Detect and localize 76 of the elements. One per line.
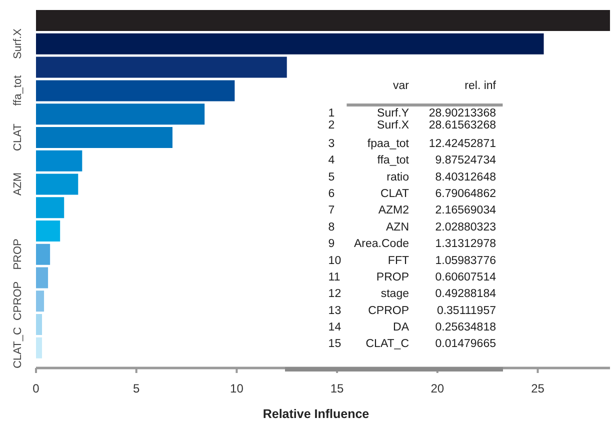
bar (36, 80, 235, 102)
annotation: 1 (328, 107, 335, 120)
annotation: 8.40312648 (435, 171, 496, 184)
x-tick-label: 20 (430, 382, 444, 396)
bar (36, 174, 78, 195)
bar (36, 10, 610, 32)
annotation: 0.60607514 (435, 271, 497, 284)
annotation: 10 (328, 254, 342, 267)
annotation: 2.16569034 (435, 204, 497, 217)
annotation: 28.61563268 (428, 119, 496, 132)
annotation: 9.87524734 (435, 154, 497, 167)
annotation: AZN (386, 221, 409, 234)
annotation: Surf.Y (377, 107, 410, 120)
x-tick-label: 15 (330, 382, 344, 396)
annotation: ratio (386, 171, 409, 184)
annotation: 6 (328, 188, 335, 200)
annotation: AZM2 (378, 204, 409, 217)
bar (36, 126, 172, 148)
annotation: 5 (328, 171, 335, 184)
annotation: Area.Code (354, 238, 409, 250)
annotation: 2.02880323 (435, 221, 496, 234)
bar (36, 197, 64, 218)
y-tick-label: Surf.X (12, 28, 24, 60)
bar (36, 104, 205, 125)
y-tick-label: CLAT_C (12, 326, 24, 368)
annotation: CLAT (380, 188, 409, 200)
bar (36, 314, 42, 335)
annotation: CLAT_C (366, 338, 409, 350)
annotation: 0.25634818 (435, 321, 496, 334)
annotation: 0.01479665 (435, 338, 496, 350)
bar (36, 56, 287, 78)
annotation: 3 (328, 138, 335, 150)
annotation: rel. inf (464, 80, 497, 92)
bar (36, 244, 50, 265)
x-axis-title: Relative Influence (262, 407, 370, 421)
y-tick-label: CPROP (12, 281, 24, 321)
annotation: 4 (328, 154, 336, 167)
annotation: PROP (376, 271, 410, 284)
annotation: 2 (328, 119, 335, 132)
bar (36, 337, 42, 358)
annotation: var (393, 80, 410, 92)
annotation: 8 (328, 221, 335, 234)
x-tick-label: 0 (32, 382, 40, 396)
annotation: stage (380, 288, 409, 300)
annotation: 13 (328, 304, 342, 317)
annotation: ffa_tot (377, 154, 410, 167)
annotation: 15 (328, 338, 342, 350)
bar (36, 267, 48, 288)
annotation: 7 (328, 204, 335, 217)
annotation: 1.05983776 (435, 254, 496, 267)
annotation: 6.79064862 (435, 188, 496, 200)
annotation: 12 (328, 288, 342, 300)
annotation: 9 (328, 238, 335, 250)
y-tick-label: AZM (12, 172, 24, 196)
annotation: 0.49288184 (435, 288, 497, 300)
y-tick-label: ffa_tot (12, 75, 24, 106)
annotation: fpaa_tot (367, 138, 410, 150)
annotation: FFT (388, 254, 409, 267)
bar (36, 150, 82, 172)
annotation: Surf.X (377, 119, 410, 132)
x-tick-label: 5 (133, 382, 140, 396)
annotation: 0.35111957 (436, 304, 496, 317)
x-tick-label: 25 (531, 382, 545, 396)
bar (36, 220, 60, 242)
bar (36, 33, 544, 54)
annotation: DA (393, 321, 410, 334)
x-tick-label: 10 (230, 382, 244, 396)
annotation: 14 (328, 321, 342, 334)
annotation: 11 (328, 271, 340, 284)
y-tick-label: PROP (12, 238, 24, 270)
annotation: 1.31312978 (435, 238, 496, 250)
annotation: CPROP (368, 304, 410, 317)
y-tick-label: CLAT (12, 123, 24, 151)
annotation: 12.42452871 (428, 138, 496, 150)
bar (36, 290, 44, 312)
annotation: 28.90213368 (428, 107, 496, 120)
